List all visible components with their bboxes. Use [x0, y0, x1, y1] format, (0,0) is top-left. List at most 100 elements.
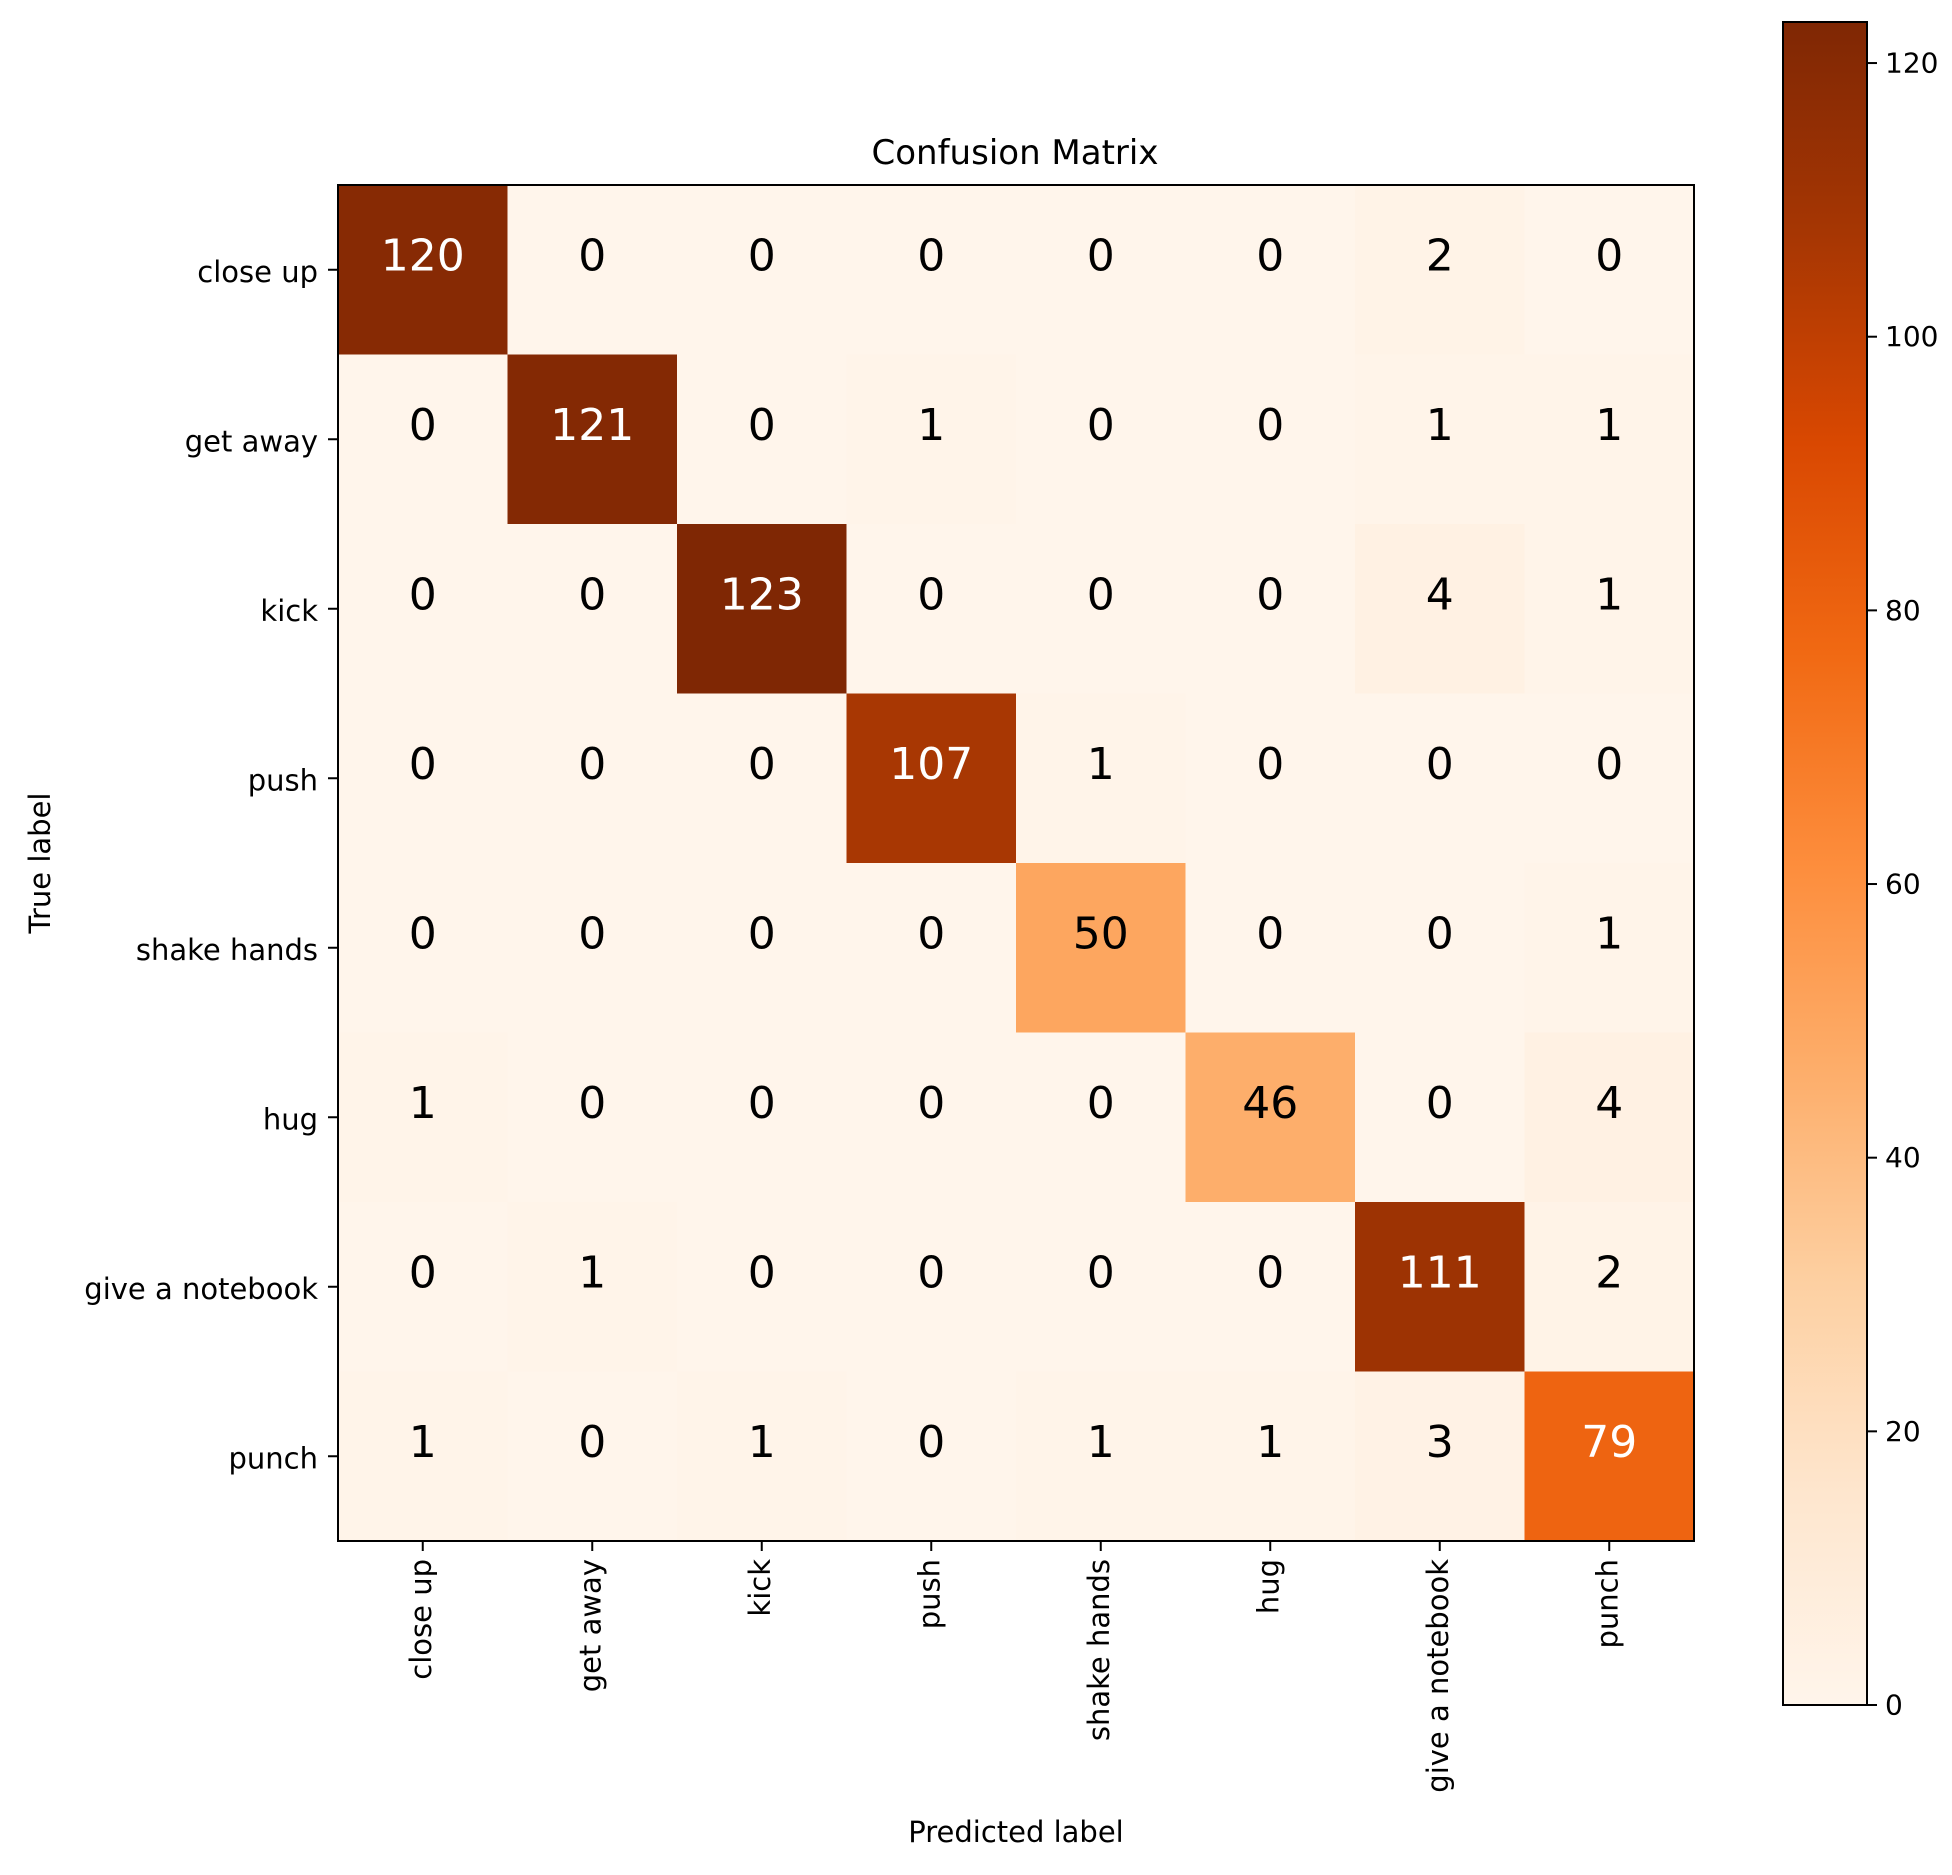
heatmap-cell	[846, 1371, 1017, 1542]
heatmap-cell	[507, 1032, 678, 1203]
heatmap-cell	[1016, 1371, 1186, 1542]
cell-value-label: 0	[917, 1078, 945, 1129]
colorbar-tick-label: 60	[1885, 868, 1921, 901]
cell-value-label: 121	[550, 400, 634, 451]
cell-value-label: 0	[409, 569, 437, 620]
heatmap-cell	[1016, 863, 1186, 1033]
heatmap-cell	[1355, 524, 1525, 694]
heatmap-cell	[846, 185, 1017, 355]
heatmap-cell	[846, 1202, 1017, 1372]
heatmap-cell	[677, 693, 847, 864]
heatmap-cell	[1524, 1371, 1695, 1542]
cell-value-label: 3	[1426, 1417, 1454, 1468]
cell-value-label: 0	[1087, 230, 1115, 281]
cell-value-label: 0	[1256, 1247, 1284, 1298]
cell-value-label: 0	[1426, 1078, 1454, 1129]
cell-value-label: 123	[720, 569, 804, 620]
cell-value-label: 2	[1426, 230, 1454, 281]
cell-value-label: 1	[409, 1078, 437, 1129]
heatmap-cell	[1355, 354, 1525, 525]
y-tick-label: hug	[263, 1102, 318, 1136]
heatmap-cell	[1524, 1202, 1695, 1372]
heatmap-cell	[677, 1371, 847, 1542]
cell-value-label: 1	[1595, 400, 1623, 451]
heatmap-cell	[1016, 1032, 1186, 1203]
cell-value-label: 46	[1242, 1078, 1298, 1129]
cell-value-label: 0	[748, 1247, 776, 1298]
heatmap-cell	[677, 1202, 847, 1372]
y-tick-label: shake hands	[136, 933, 318, 967]
cell-value-label: 1	[409, 1417, 437, 1468]
cell-value-label: 0	[917, 1417, 945, 1468]
x-tick-label: push	[912, 1559, 946, 1629]
heatmap-cell	[507, 863, 678, 1033]
cell-value-label: 1	[1426, 400, 1454, 451]
x-tick-label: get away	[573, 1559, 607, 1692]
y-tick-label: give a notebook	[84, 1272, 318, 1306]
heatmap-cell	[846, 693, 1017, 864]
cell-value-label: 0	[1087, 1247, 1115, 1298]
heatmap-cell	[1185, 1032, 1356, 1203]
colorbar	[1782, 21, 1868, 1706]
cell-value-label: 0	[1426, 908, 1454, 959]
y-tick-label: close up	[197, 255, 318, 289]
heatmap-cell	[1185, 863, 1356, 1033]
colorbar-tick-label: 20	[1885, 1415, 1921, 1448]
heatmap-cell	[338, 863, 508, 1033]
chart-title: Confusion Matrix	[872, 133, 1159, 173]
cell-value-label: 0	[917, 908, 945, 959]
cell-value-label: 4	[1426, 569, 1454, 620]
cell-value-label: 0	[409, 400, 437, 451]
heatmap-cell	[677, 863, 847, 1033]
heatmap-cell	[1355, 1032, 1525, 1203]
y-tick-label: kick	[260, 594, 318, 628]
colorbar-tick-label: 120	[1885, 47, 1938, 80]
x-tick-label: close up	[404, 1559, 438, 1680]
cell-value-label: 120	[381, 230, 465, 281]
x-tick-label: shake hands	[1082, 1559, 1116, 1741]
colorbar-ticks: 0 20 40 60 80 100 120	[1867, 47, 1938, 1722]
cell-value-label: 0	[578, 739, 606, 790]
cell-value-label: 1	[1087, 739, 1115, 790]
cell-value-label: 0	[748, 739, 776, 790]
colorbar-tick-label: 0	[1885, 1689, 1903, 1722]
heatmap-cell	[1524, 524, 1695, 694]
heatmap-cell	[338, 1032, 508, 1203]
cell-value-label: 1	[1087, 1417, 1115, 1468]
cell-value-label: 1	[1595, 569, 1623, 620]
cell-value-label: 0	[917, 230, 945, 281]
heatmap-cell	[507, 1202, 678, 1372]
heatmap-cell	[677, 524, 847, 694]
y-axis-label: True label	[23, 793, 57, 935]
heatmap-cell	[1185, 693, 1356, 864]
cell-value-label: 2	[1595, 1247, 1623, 1298]
cell-value-label: 0	[1087, 569, 1115, 620]
heatmap-cell	[507, 693, 678, 864]
heatmap-cell	[1524, 185, 1695, 355]
heatmap-cell	[1524, 1032, 1695, 1203]
cell-value-label: 1	[917, 400, 945, 451]
heatmap-cell	[338, 693, 508, 864]
heatmap-cell	[1185, 354, 1356, 525]
heatmap-cell	[1185, 524, 1356, 694]
x-axis-label: Predicted label	[908, 1815, 1124, 1849]
heatmap-cell	[1016, 1202, 1186, 1372]
heatmap-cell	[1355, 1371, 1525, 1542]
heatmap-cell	[507, 1371, 678, 1542]
y-tick-label: get away	[185, 424, 318, 458]
cell-value-label: 0	[748, 1078, 776, 1129]
cell-value-label: 0	[917, 569, 945, 620]
y-axis-ticks: close up get away kick push shake hands hug gi…	[84, 255, 338, 1475]
heatmap-cell	[338, 354, 508, 525]
cell-value-label: 50	[1073, 908, 1129, 959]
cell-value-label: 0	[1256, 569, 1284, 620]
cell-value-label: 111	[1398, 1247, 1482, 1298]
y-tick-label: punch	[229, 1441, 319, 1475]
cell-value-label: 0	[409, 739, 437, 790]
heatmap-cells	[338, 185, 1695, 1542]
cell-value-label: 0	[1087, 1078, 1115, 1129]
cell-value-label: 4	[1595, 1078, 1623, 1129]
heatmap-cell	[1524, 354, 1695, 525]
colorbar-tick-label: 80	[1885, 594, 1921, 627]
